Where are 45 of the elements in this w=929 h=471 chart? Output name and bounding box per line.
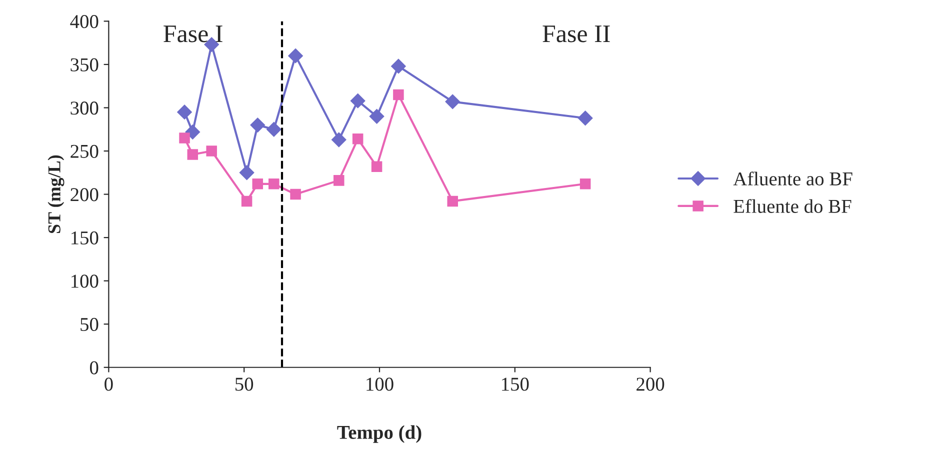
x-axis-title: Tempo (d) [337,425,422,443]
point [266,122,282,137]
y-tick-label: 150 [72,231,98,244]
point [241,196,252,207]
y-tick-label: 300 [70,102,98,115]
point [578,110,593,126]
x-tick-label: 150 [502,378,529,391]
point [179,132,190,144]
point [350,93,366,108]
point [369,109,384,124]
point [333,175,344,186]
point [393,89,404,100]
annotation: Fase II [542,26,610,42]
annotation: Fase I [164,26,222,42]
x-tick-label: 100 [366,378,394,391]
y-tick-label: 0 [90,361,98,374]
y-tick-label: 350 [70,58,98,72]
point [352,134,364,144]
y-tick-label: 400 [70,15,98,28]
point [239,165,254,180]
point [268,178,280,190]
point [252,178,264,190]
point [447,196,458,207]
point [206,146,217,156]
point [250,118,266,132]
x-tick-label: 0 [104,378,113,391]
point [187,149,198,160]
point [288,48,303,64]
point [391,58,406,74]
point [185,124,200,140]
y-tick-label: 250 [70,144,98,158]
y-axis-title: ST (mg/L) [48,155,64,234]
y-tick-label: 200 [70,188,98,202]
point [290,188,301,200]
point [445,94,460,110]
legend-label: Efluente do BF [734,199,852,213]
legend-label: Afluente ao BF [733,172,852,186]
point [177,104,192,120]
y-tick-label: 100 [72,274,98,288]
x-tick-label: 200 [636,378,664,391]
y-tick-label: 50 [80,318,98,332]
point [371,161,382,172]
point [331,132,346,148]
point [580,178,591,190]
x-tick-label: 50 [236,378,254,391]
